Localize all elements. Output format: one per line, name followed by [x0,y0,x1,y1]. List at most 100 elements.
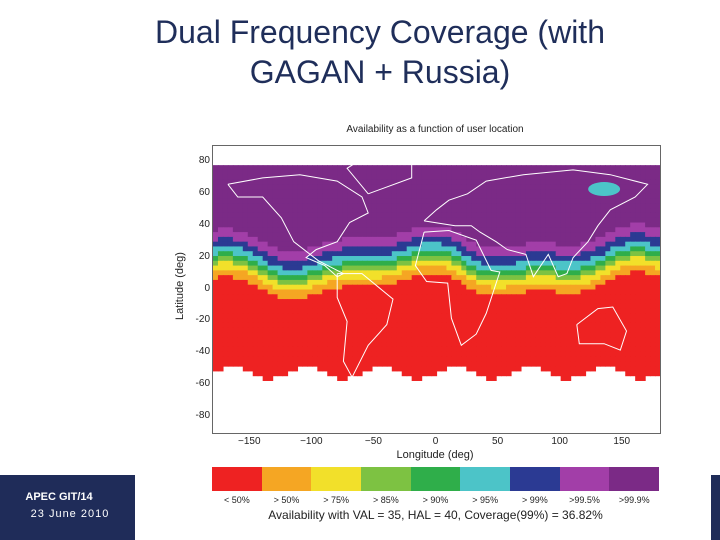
heatmap-cell [511,179,517,185]
heatmap-cell [222,251,229,257]
heatmap-cell [222,217,229,224]
heatmap-cell [366,246,373,252]
heatmap-cell [322,299,328,305]
heatmap-cell [213,303,219,310]
heatmap-cell [486,294,492,300]
heatmap-cell [506,179,512,185]
heatmap-cell [366,351,373,358]
heatmap-cell [396,342,403,348]
x-tick-label: −100 [300,436,323,447]
heatmap-cell [352,337,358,343]
heatmap-cell [461,270,467,276]
heatmap-cell [287,193,294,200]
heatmap-cell [386,212,393,219]
heatmap-cell [213,260,219,267]
heatmap-cell [292,294,299,300]
heatmap-cell [227,198,234,204]
heatmap-cell [451,260,457,267]
heatmap-cell [461,327,467,334]
heatmap-cell [272,169,279,176]
heatmap-cell [655,361,660,367]
heatmap-cell [461,342,467,348]
heatmap-cell [486,246,492,252]
heatmap-cell [347,289,353,295]
heatmap-cell [237,332,244,338]
heatmap-cell [282,289,289,295]
heatmap-cell [227,356,234,362]
heatmap-cell [476,169,482,176]
heatmap-cell [267,313,274,319]
heatmap-cell [595,313,601,319]
heatmap-cell [471,165,477,171]
heatmap-cell [560,279,567,286]
heatmap-cell [620,279,626,286]
heatmap-cell [630,165,636,171]
heatmap-cell [292,318,299,324]
heatmap-cell [297,184,303,190]
heatmap-cell [525,179,532,185]
heatmap-cell [401,313,408,319]
heatmap-cell [352,179,358,185]
heatmap-cell [247,270,254,276]
heatmap-cell [411,322,418,329]
heatmap-cell [491,332,497,338]
heatmap-cell [357,284,363,291]
heatmap-cell [297,308,303,315]
heatmap-cell [471,346,477,353]
heatmap-cell [272,370,279,377]
heatmap-cell [491,351,497,358]
heatmap-cell [525,217,532,224]
heatmap-cell [610,284,616,291]
heatmap-cell [327,208,333,214]
heatmap-cell [317,284,323,291]
heatmap-cell [600,361,606,367]
heatmap-cell [540,270,547,276]
heatmap-cell [630,318,636,324]
heatmap-cell [615,284,621,291]
heatmap-cell [565,217,572,224]
heatmap-cell [625,165,631,171]
heatmap-cell [242,303,249,310]
heatmap-cell [386,270,393,276]
heatmap-cell [461,299,467,305]
heatmap-cell [381,303,388,310]
heatmap-cell [366,337,373,343]
heatmap-cell [456,184,462,190]
heatmap-cell [267,318,274,324]
heatmap-cell [635,260,641,267]
heatmap-cell [317,308,323,315]
heatmap-cell [506,165,512,171]
heatmap-cell [565,232,572,238]
heatmap-cell [222,356,229,362]
heatmap-cell [560,169,567,176]
heatmap-cell [441,351,448,358]
heatmap-cell [600,256,606,262]
heatmap-cell [515,337,522,343]
heatmap-cell [371,275,378,281]
heatmap-cell [386,342,393,348]
heatmap-cell [605,289,611,295]
heatmap-cell [277,337,284,343]
heatmap-cell [391,289,398,295]
heatmap-cell [615,236,621,243]
heatmap-cell [560,260,567,267]
heatmap-cell [272,366,279,372]
heatmap-cell [486,227,492,233]
heatmap-cell [545,303,552,310]
heatmap-cell [600,232,606,238]
heatmap-cell [421,260,428,267]
heatmap-cell [615,246,621,252]
heatmap-cell [337,294,343,300]
heatmap-cell [615,208,621,214]
heatmap-cell [371,327,378,334]
heatmap-cell [486,256,492,262]
heatmap-cell [357,289,363,295]
heatmap-cell [352,299,358,305]
heatmap-cell [252,203,259,209]
heatmap-cell [322,265,328,271]
heatmap-cell [486,361,492,367]
heatmap-cell [471,294,477,300]
heatmap-cell [327,322,333,329]
heatmap-cell [357,332,363,338]
heatmap-cell [635,208,641,214]
